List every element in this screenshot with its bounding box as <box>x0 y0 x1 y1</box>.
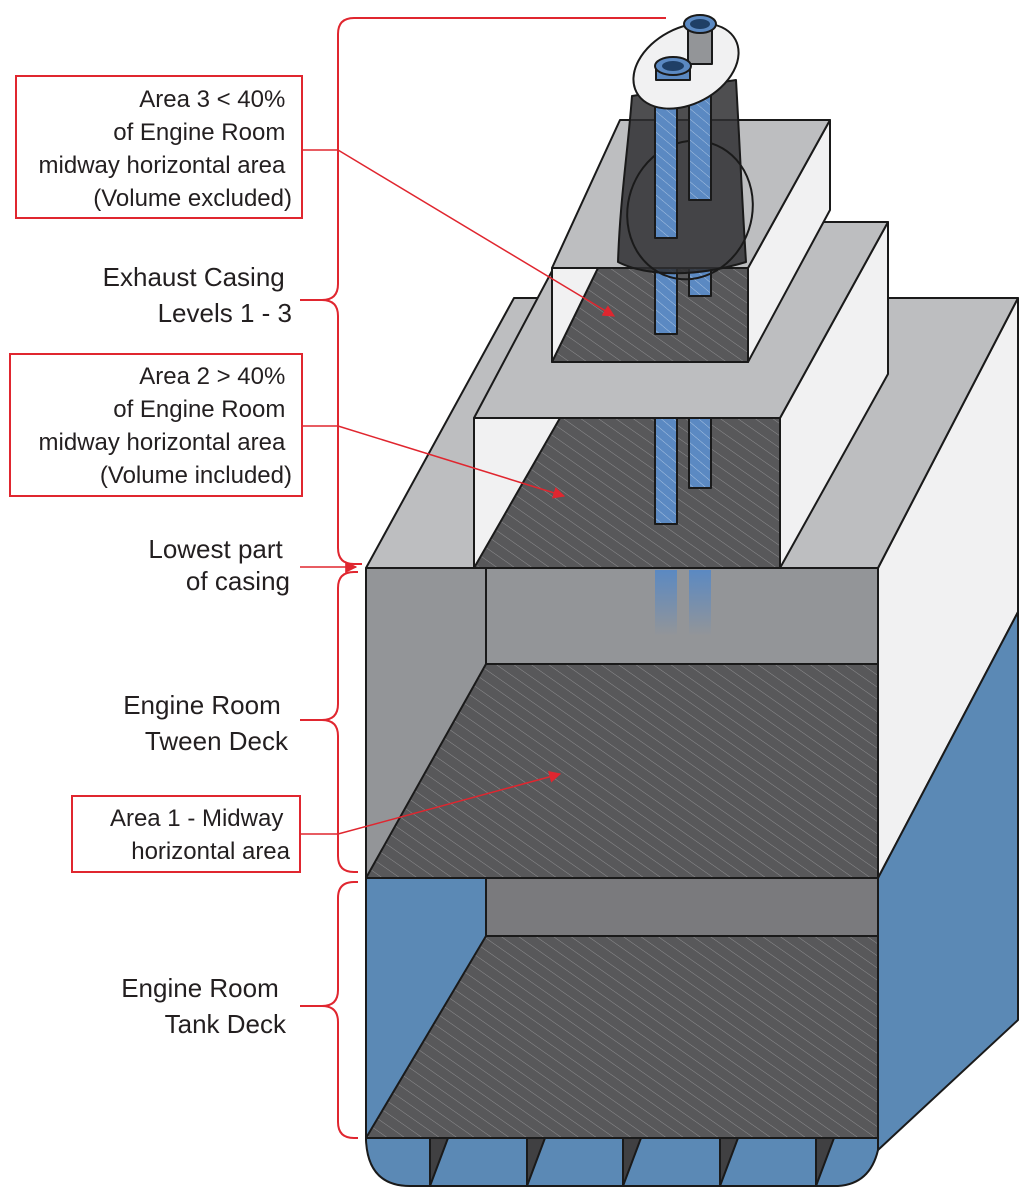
area-2-leader-arrow <box>337 425 566 499</box>
lowest-part-label: Lowest part of casing <box>148 534 290 596</box>
tank-deck-label: Engine Room Tank Deck <box>121 973 287 1039</box>
exhaust-casing-label: Exhaust Casing Levels 1 - 3 <box>103 262 292 328</box>
area-1-label: Area 1 - Midway horizontal area <box>110 805 291 865</box>
bottom-frames <box>429 1137 835 1187</box>
area-2-callout: Area 2 > 40% of Engine Room midway horiz… <box>9 353 566 499</box>
funnel <box>617 14 754 281</box>
area-1-callout: Area 1 - Midway horizontal area <box>71 771 562 873</box>
engine-room-hull <box>365 297 1019 1187</box>
tank-deck-floor <box>365 935 879 1139</box>
area-3-label: Area 3 < 40% of Engine Room midway horiz… <box>39 86 292 212</box>
tween-deck-label: Engine Room Tween Deck <box>123 690 289 756</box>
area-3-callout: Area 3 < 40% of Engine Room midway horiz… <box>15 75 616 317</box>
casing-level-3 <box>551 119 831 363</box>
area-1-leader-arrow <box>337 771 562 835</box>
lowest-part-callout: Lowest part of casing <box>148 534 358 596</box>
area-3-leader-arrow <box>337 149 616 317</box>
level-brackets <box>300 17 666 1139</box>
area-2-label: Area 2 > 40% of Engine Room midway horiz… <box>39 363 292 489</box>
